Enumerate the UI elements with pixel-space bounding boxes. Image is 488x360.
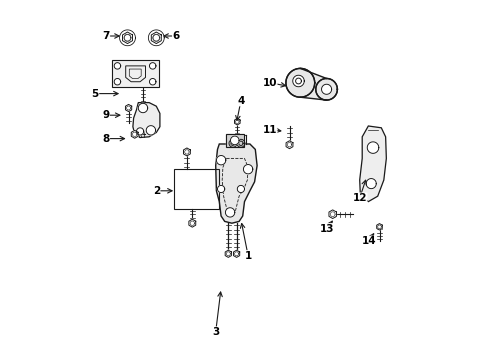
Text: 7: 7 bbox=[102, 31, 109, 41]
Polygon shape bbox=[125, 104, 131, 112]
Text: 12: 12 bbox=[352, 193, 366, 203]
Text: 11: 11 bbox=[262, 125, 276, 135]
Polygon shape bbox=[112, 60, 159, 87]
Polygon shape bbox=[138, 103, 147, 113]
Polygon shape bbox=[149, 63, 156, 69]
Polygon shape bbox=[328, 210, 336, 219]
Polygon shape bbox=[133, 103, 160, 138]
Bar bbox=[174, 169, 219, 209]
Polygon shape bbox=[237, 185, 244, 193]
Polygon shape bbox=[131, 130, 138, 138]
Polygon shape bbox=[151, 32, 161, 44]
Polygon shape bbox=[114, 78, 121, 85]
Polygon shape bbox=[366, 179, 375, 189]
Polygon shape bbox=[376, 224, 382, 230]
Text: 6: 6 bbox=[172, 31, 180, 41]
Polygon shape bbox=[228, 139, 237, 147]
Text: 2: 2 bbox=[152, 186, 160, 196]
Text: 1: 1 bbox=[244, 251, 251, 261]
Polygon shape bbox=[359, 126, 386, 202]
Polygon shape bbox=[238, 141, 243, 145]
Polygon shape bbox=[285, 68, 314, 97]
Polygon shape bbox=[230, 141, 235, 145]
Polygon shape bbox=[149, 78, 156, 85]
Polygon shape bbox=[234, 118, 240, 125]
Polygon shape bbox=[230, 136, 239, 145]
Text: 14: 14 bbox=[361, 236, 375, 246]
Text: 4: 4 bbox=[237, 96, 244, 106]
Text: 9: 9 bbox=[102, 110, 109, 120]
Text: 10: 10 bbox=[262, 78, 276, 88]
Polygon shape bbox=[183, 148, 190, 156]
Polygon shape bbox=[321, 84, 331, 94]
Polygon shape bbox=[215, 144, 257, 223]
Polygon shape bbox=[188, 219, 195, 227]
Polygon shape bbox=[216, 156, 225, 165]
Polygon shape bbox=[122, 32, 132, 44]
Polygon shape bbox=[224, 250, 231, 257]
Polygon shape bbox=[237, 139, 244, 147]
Polygon shape bbox=[243, 165, 252, 174]
Polygon shape bbox=[292, 75, 304, 87]
Polygon shape bbox=[285, 141, 292, 149]
Polygon shape bbox=[146, 126, 155, 135]
Polygon shape bbox=[300, 68, 326, 100]
Text: 5: 5 bbox=[91, 89, 99, 99]
Polygon shape bbox=[148, 30, 164, 46]
Polygon shape bbox=[315, 78, 337, 100]
Polygon shape bbox=[120, 30, 135, 46]
Polygon shape bbox=[233, 250, 239, 257]
Polygon shape bbox=[295, 78, 301, 84]
Polygon shape bbox=[225, 208, 234, 217]
Polygon shape bbox=[225, 134, 244, 147]
Text: 8: 8 bbox=[102, 134, 109, 144]
Polygon shape bbox=[114, 63, 121, 69]
Text: 13: 13 bbox=[319, 224, 334, 234]
Text: 3: 3 bbox=[212, 327, 219, 337]
Polygon shape bbox=[217, 185, 224, 193]
Polygon shape bbox=[136, 128, 143, 135]
Polygon shape bbox=[366, 142, 378, 153]
